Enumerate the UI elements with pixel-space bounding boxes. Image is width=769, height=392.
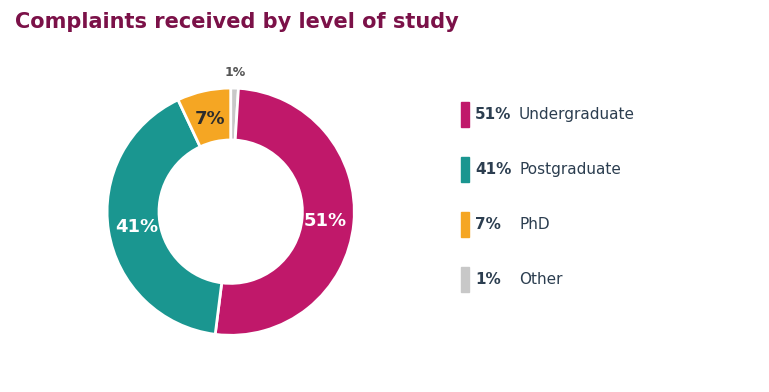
Text: 41%: 41% [475, 162, 511, 177]
Text: 7%: 7% [475, 217, 501, 232]
Wedge shape [178, 88, 231, 147]
Text: 1%: 1% [475, 272, 501, 287]
Text: Complaints received by level of study: Complaints received by level of study [15, 12, 459, 32]
Text: PhD: PhD [519, 217, 550, 232]
Text: 41%: 41% [115, 218, 158, 236]
Text: 1%: 1% [225, 65, 246, 78]
Text: 51%: 51% [475, 107, 511, 122]
Wedge shape [215, 88, 355, 335]
Wedge shape [107, 100, 221, 334]
Text: Postgraduate: Postgraduate [519, 162, 621, 177]
Text: Other: Other [519, 272, 563, 287]
Text: 7%: 7% [195, 110, 225, 128]
Text: Undergraduate: Undergraduate [519, 107, 635, 122]
Wedge shape [231, 88, 238, 140]
Text: 51%: 51% [304, 212, 347, 230]
